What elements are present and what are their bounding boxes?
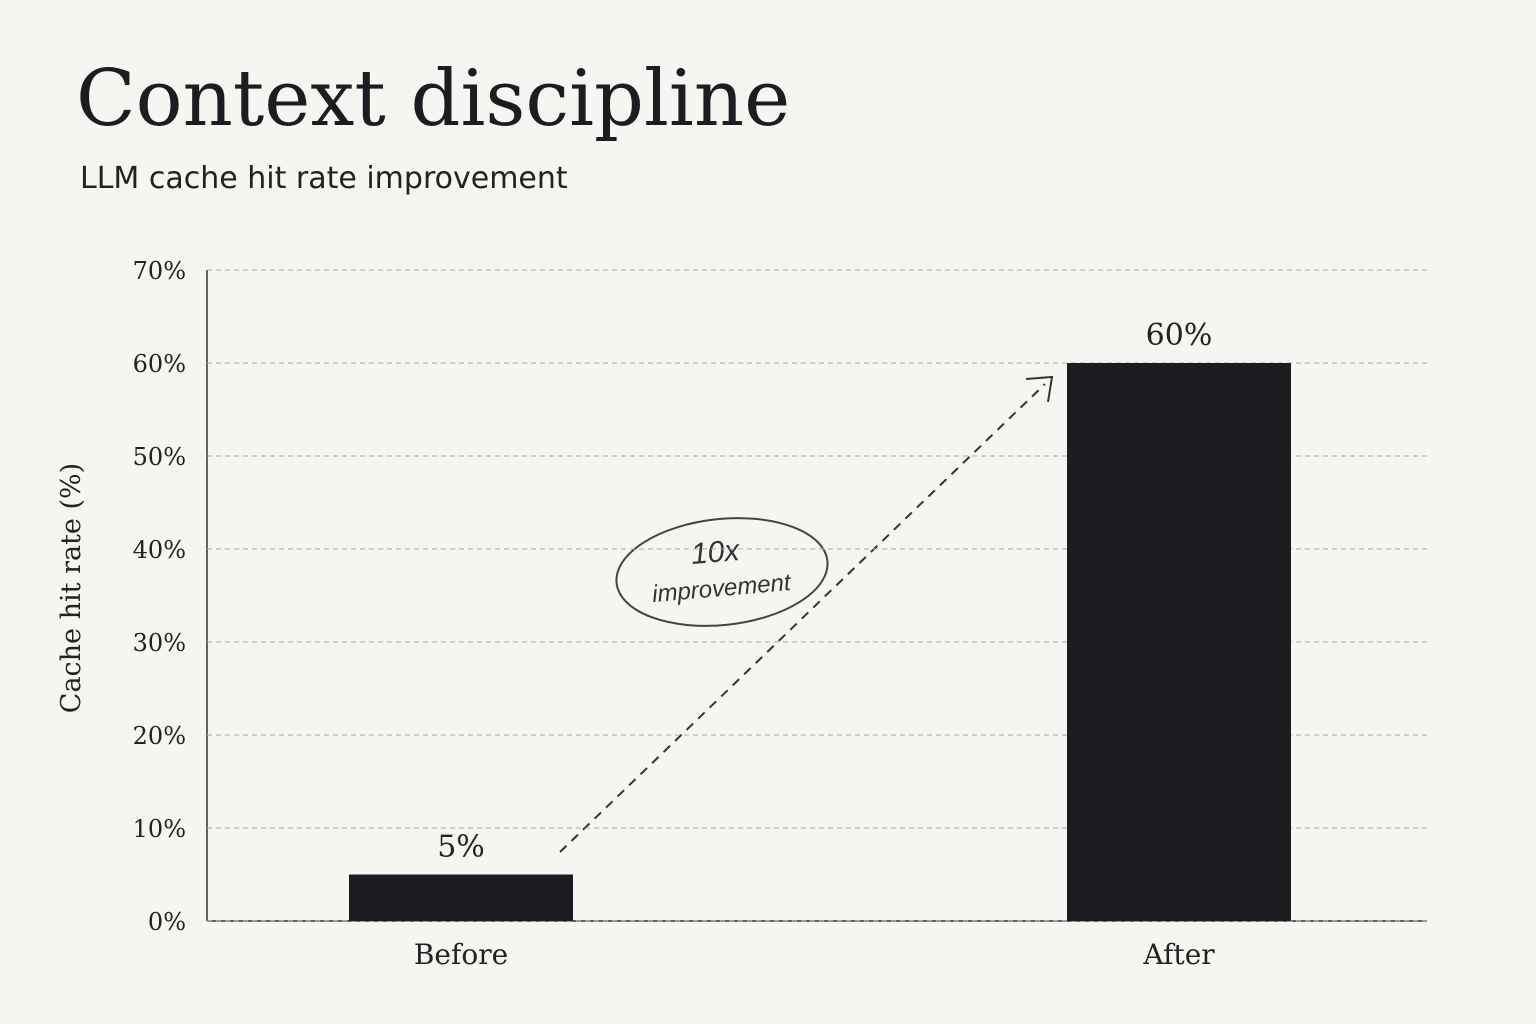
- annotation-text: 10x: [690, 534, 742, 571]
- y-tick-label: 0%: [148, 908, 186, 936]
- x-tick-label: After: [1142, 938, 1215, 971]
- value-label: 5%: [437, 830, 485, 865]
- y-axis-label: Cache hit rate (%): [56, 463, 87, 713]
- chart-title: Context discipline: [76, 54, 790, 144]
- y-tick-label: 30%: [133, 629, 186, 657]
- y-tick-label: 10%: [133, 815, 186, 843]
- annotation-ellipse: [615, 517, 829, 627]
- x-tick-label: Before: [414, 938, 508, 971]
- y-tick-label: 20%: [133, 722, 186, 750]
- bar: [1067, 363, 1291, 921]
- trend-arrow: [559, 383, 1046, 853]
- y-tick-label: 50%: [133, 443, 186, 471]
- arrow-head: [1025, 375, 1054, 403]
- y-tick-label: 60%: [133, 350, 186, 378]
- bar: [349, 874, 573, 921]
- y-tick-label: 70%: [133, 257, 186, 285]
- chart-subtitle: LLM cache hit rate improvement: [80, 161, 568, 196]
- value-label: 60%: [1146, 318, 1213, 353]
- y-tick-label: 40%: [133, 536, 186, 564]
